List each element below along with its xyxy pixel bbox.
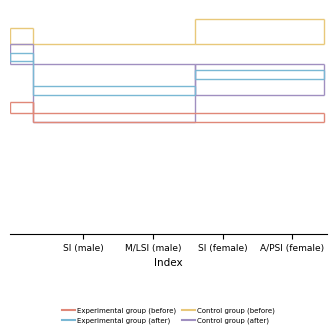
- X-axis label: Index: Index: [154, 258, 183, 268]
- Legend: Experimental group (before), Experimental group (after), Control group (before),: Experimental group (before), Experimenta…: [59, 304, 278, 327]
